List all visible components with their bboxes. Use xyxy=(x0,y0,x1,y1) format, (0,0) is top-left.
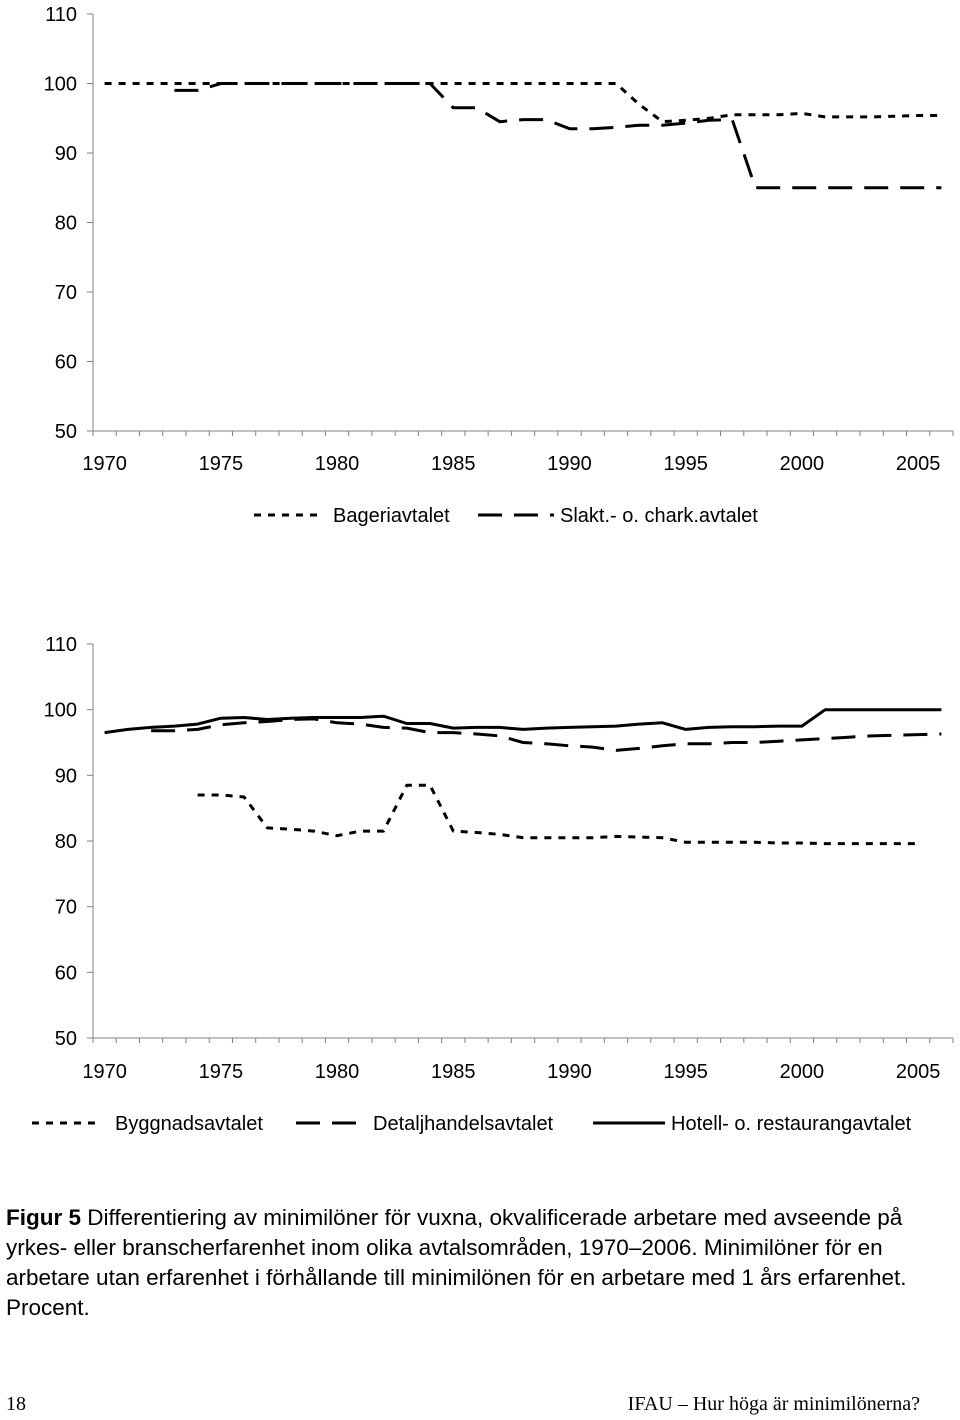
x-tick-label: 1980 xyxy=(315,453,360,475)
series-line-2 xyxy=(174,82,942,190)
x-tick-label: 1975 xyxy=(199,453,244,475)
y-tick-label: 50 xyxy=(55,1028,77,1050)
chart-top: 50 60 70 80 90 100 110 1970 1975 1980 1985 1990 1995… xyxy=(44,4,954,527)
y-tick-label: 60 xyxy=(55,962,77,984)
x-tick-label: 1980 xyxy=(315,1061,360,1083)
chart-bottom: 50 60 70 80 90 100 110 1970 1975 1980 1985 1990 1995… xyxy=(32,634,954,1135)
x-tick-label: 2000 xyxy=(780,1061,825,1083)
x-tick-label: 1995 xyxy=(663,453,708,475)
y-tick-label: 80 xyxy=(55,213,77,235)
y-tick-label: 90 xyxy=(55,143,77,165)
y-tick-label: 110 xyxy=(45,4,77,26)
x-tick-label: 1975 xyxy=(199,1061,244,1083)
footer-title: IFAU – Hur höga är minimilönerna? xyxy=(627,1393,920,1415)
series-line-2 xyxy=(151,717,942,752)
caption-label: Figur 5 xyxy=(6,1205,82,1230)
x-tick-label: 2005 xyxy=(896,453,941,475)
y-tick-label: 90 xyxy=(55,765,77,787)
x-tick-label: 1970 xyxy=(82,1061,127,1083)
caption-text: Differentiering av minimilöner för vuxna… xyxy=(6,1205,907,1320)
x-tick-label: 1970 xyxy=(82,453,127,475)
y-tick-label: 100 xyxy=(44,700,77,722)
legend-label-1: Bageriavtalet xyxy=(333,505,450,527)
series-line-1 xyxy=(197,783,919,846)
legend-label-2: Slakt.- o. chark.avtalet xyxy=(560,505,758,527)
x-tick-label: 1985 xyxy=(431,453,476,475)
x-tick-label: 1990 xyxy=(547,1061,592,1083)
y-tick-label: 60 xyxy=(55,352,77,374)
series-line-3 xyxy=(104,708,942,735)
x-tick-label: 2005 xyxy=(896,1061,941,1083)
x-tick-label: 2000 xyxy=(780,453,825,475)
x-tick-label: 1985 xyxy=(431,1061,476,1083)
y-tick-label: 70 xyxy=(55,282,77,304)
y-tick-label: 70 xyxy=(55,897,77,919)
x-tick-label: 1990 xyxy=(547,453,592,475)
y-tick-label: 50 xyxy=(55,421,77,443)
legend-label-2: Detaljhandelsavtalet xyxy=(373,1113,554,1135)
footer-page-number: 18 xyxy=(6,1393,26,1415)
y-tick-label: 110 xyxy=(45,634,77,656)
legend-label-3: Hotell- o. restaurangavtalet xyxy=(671,1113,912,1135)
legend-label-1: Byggnadsavtalet xyxy=(115,1113,263,1135)
series-line-1 xyxy=(104,82,942,124)
x-tick-label: 1995 xyxy=(663,1061,708,1083)
y-tick-label: 80 xyxy=(55,831,77,853)
figure-caption: Figur 5 Differentiering av minimilöner f… xyxy=(6,1203,951,1323)
y-tick-label: 100 xyxy=(44,74,77,96)
